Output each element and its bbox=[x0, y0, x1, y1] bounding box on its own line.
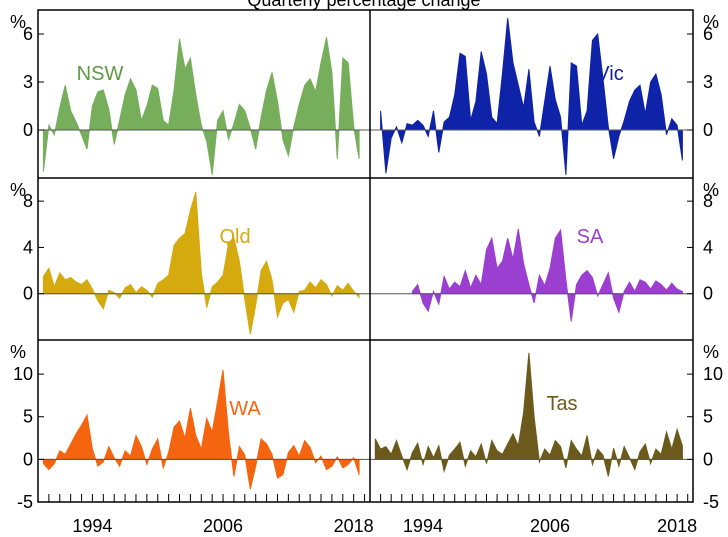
series-area-nsw bbox=[42, 37, 360, 175]
y-tick-label-left: 6 bbox=[23, 24, 33, 44]
chart-panels: NSW%036Vic%036Qld%048SA%048WA%-50510Tas%… bbox=[10, 9, 723, 536]
y-tick-label-right: 6 bbox=[703, 24, 713, 44]
series-label: WA bbox=[229, 398, 261, 420]
x-tick-label: 2018 bbox=[657, 516, 697, 536]
series-label: NSW bbox=[77, 63, 124, 85]
y-tick-label-left: 10 bbox=[13, 364, 33, 384]
x-tick-label: 2018 bbox=[334, 516, 374, 536]
y-tick-label-right: 8 bbox=[703, 191, 713, 211]
panel-qld: Qld% 0 4 8 bbox=[10, 180, 370, 335]
y-tick-label-left: 0 bbox=[23, 120, 33, 140]
series-label: Vic bbox=[596, 63, 623, 85]
series-label: SA bbox=[577, 226, 604, 248]
panel-tas: Tas% -5 0 5 10 bbox=[370, 342, 723, 512]
y-tick-label-left: 8 bbox=[23, 191, 33, 211]
y-tick-label-right: 0 bbox=[703, 449, 713, 469]
y-tick-label-left: 0 bbox=[23, 284, 33, 304]
y-tick-label-right: 3 bbox=[703, 72, 713, 92]
plot-border bbox=[37, 9, 694, 503]
x-tick-label: 1994 bbox=[72, 516, 112, 536]
panel-vic: Vic% 0 3 6 bbox=[370, 12, 719, 175]
y-tick-label-left: 4 bbox=[23, 237, 33, 257]
y-tick-label-right: -5 bbox=[703, 492, 719, 512]
y-tick-label-right: 4 bbox=[703, 237, 713, 257]
series-area-vic bbox=[380, 17, 683, 175]
y-tick-label-left: 3 bbox=[23, 72, 33, 92]
y-tick-label-right: 0 bbox=[703, 120, 713, 140]
unit-label-left: % bbox=[10, 342, 26, 362]
x-tick-label: 1994 bbox=[403, 516, 443, 536]
panel-sa: SA% 0 4 8 bbox=[370, 180, 719, 322]
unit-label-right: % bbox=[703, 180, 719, 200]
x-tick-label: 2006 bbox=[530, 516, 570, 536]
unit-label-left: % bbox=[10, 12, 26, 32]
series-area-wa bbox=[42, 369, 360, 490]
y-tick-label-right: 5 bbox=[703, 407, 713, 427]
series-area-qld bbox=[42, 191, 360, 335]
series-area-tas bbox=[374, 352, 683, 477]
series-label: Tas bbox=[546, 393, 577, 415]
series-label: Qld bbox=[219, 226, 250, 248]
unit-label-right: % bbox=[703, 342, 719, 362]
chart-frame bbox=[37, 9, 694, 503]
unit-label-right: % bbox=[703, 12, 719, 32]
chart-title: Quarterly percentage change bbox=[247, 0, 480, 10]
y-tick-label-right: 10 bbox=[703, 364, 723, 384]
panel-wa: WA% -5 0 5 10 bbox=[10, 342, 370, 512]
y-tick-label-left: -5 bbox=[17, 492, 33, 512]
x-axis: 1994 2006 2018 1994 2006 2018 bbox=[48, 494, 697, 536]
panel-nsw: NSW% 0 3 6 bbox=[10, 12, 370, 175]
unit-label-left: % bbox=[10, 180, 26, 200]
y-tick-label-left: 0 bbox=[23, 449, 33, 469]
x-tick-label: 2006 bbox=[203, 516, 243, 536]
y-tick-label-right: 0 bbox=[703, 284, 713, 304]
y-tick-label-left: 5 bbox=[23, 407, 33, 427]
series-area-sa bbox=[411, 228, 683, 322]
